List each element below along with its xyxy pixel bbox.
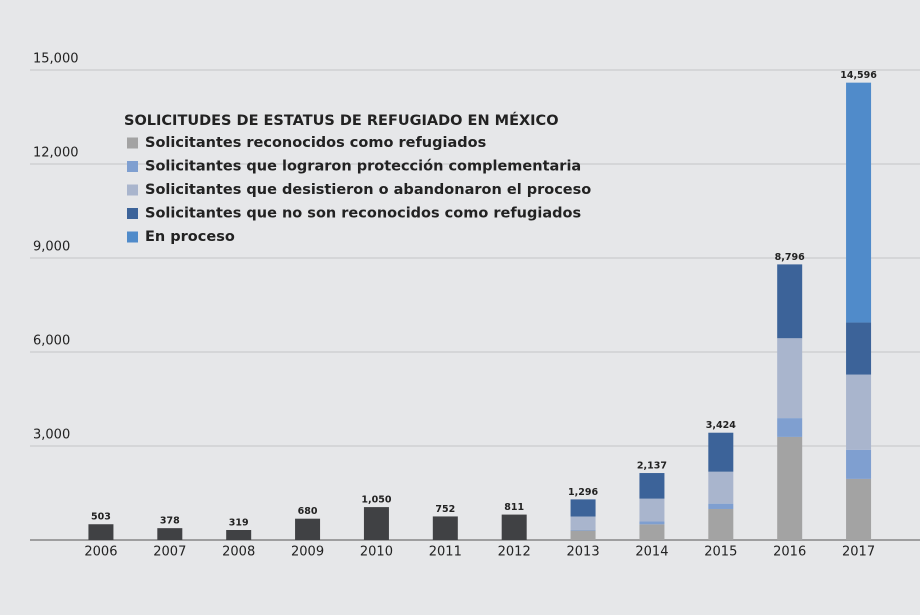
legend-swatch xyxy=(127,161,138,172)
bar-segment xyxy=(846,82,872,323)
bar xyxy=(432,516,458,540)
x-tick-label: 2006 xyxy=(84,545,117,560)
bar xyxy=(295,518,321,540)
bar-segment xyxy=(777,338,803,419)
bar xyxy=(501,514,527,540)
total-label: 680 xyxy=(298,506,318,517)
y-tick-label: 6,000 xyxy=(33,334,70,349)
bar-segment xyxy=(708,471,734,504)
x-tick-label: 2013 xyxy=(567,545,600,560)
bar-segment xyxy=(639,498,665,522)
bar-segment xyxy=(846,322,872,375)
bar-segment xyxy=(708,432,734,472)
x-tick-label: 2012 xyxy=(498,545,531,560)
total-label: 752 xyxy=(435,504,455,515)
y-tick-label: 15,000 xyxy=(33,52,79,67)
x-tick-label: 2016 xyxy=(773,545,806,560)
bar-segment xyxy=(570,530,596,540)
legend-swatch xyxy=(127,137,138,149)
total-label: 3,424 xyxy=(706,420,736,431)
x-tick-label: 2011 xyxy=(429,545,462,560)
legend-swatch xyxy=(127,231,138,243)
bar-segment xyxy=(570,516,596,530)
total-label: 2,137 xyxy=(637,461,667,472)
x-tick-label: 2008 xyxy=(222,545,255,560)
legend-swatch xyxy=(127,208,138,219)
x-tick-label: 2015 xyxy=(704,545,737,560)
total-label: 8,796 xyxy=(775,252,805,263)
x-tick-label: 2014 xyxy=(635,545,668,560)
legend-label: En proceso xyxy=(145,229,235,245)
total-label: 378 xyxy=(160,516,180,527)
bar-segment xyxy=(639,524,665,540)
bar-segment xyxy=(708,503,734,509)
bar-segment xyxy=(570,499,596,517)
bar-segment xyxy=(777,264,803,339)
bar-segment xyxy=(846,374,872,450)
y-tick-label: 3,000 xyxy=(33,428,70,443)
x-tick-label: 2010 xyxy=(360,545,393,560)
total-label: 1,050 xyxy=(361,495,391,506)
legend-label: Solicitantes que no son reconocidos como… xyxy=(145,206,581,222)
total-label: 811 xyxy=(504,502,524,513)
x-tick-label: 2007 xyxy=(153,545,186,560)
total-label: 503 xyxy=(91,512,111,523)
legend-label: Solicitantes que desistieron o abandonar… xyxy=(145,182,591,198)
bar xyxy=(226,530,252,540)
legend-label: Solicitantes reconocidos como refugiados xyxy=(145,135,486,151)
bar-segment xyxy=(846,478,872,540)
bar-segment xyxy=(708,508,734,540)
bar xyxy=(88,524,114,540)
total-label: 1,296 xyxy=(568,487,598,498)
bar-segment xyxy=(777,436,803,540)
bar-segment xyxy=(570,529,596,531)
bar-segment xyxy=(639,521,665,525)
y-tick-label: 12,000 xyxy=(33,146,79,161)
bar xyxy=(157,528,183,540)
x-tick-label: 2017 xyxy=(842,545,875,560)
bar-segment xyxy=(777,418,803,437)
legend-title: SOLICITUDES DE ESTATUS DE REFUGIADO EN M… xyxy=(124,112,559,129)
x-tick-label: 2009 xyxy=(291,545,324,560)
total-label: 14,596 xyxy=(840,70,877,81)
y-tick-label: 9,000 xyxy=(33,240,70,255)
bar-segment xyxy=(639,473,665,499)
legend-label: Solicitantes que lograron protección com… xyxy=(145,159,581,175)
legend-swatch xyxy=(127,184,138,196)
bar-segment xyxy=(846,449,872,479)
bar xyxy=(363,507,389,540)
total-label: 319 xyxy=(229,518,249,529)
